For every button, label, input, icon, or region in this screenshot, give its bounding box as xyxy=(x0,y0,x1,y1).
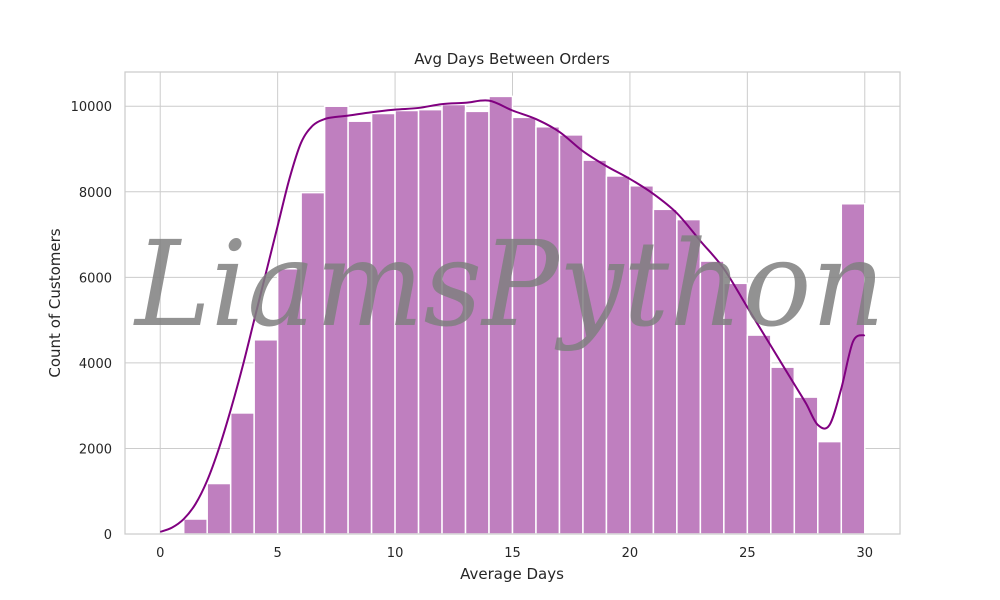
x-axis-label: Average Days xyxy=(460,565,564,583)
x-tick-label: 5 xyxy=(274,546,282,561)
y-tick-label: 4000 xyxy=(79,357,112,372)
histogram-bar xyxy=(182,518,208,535)
watermark-text: LiamsPython xyxy=(133,215,885,353)
kde-curve xyxy=(159,99,866,533)
y-tick-label: 2000 xyxy=(79,442,112,457)
y-tick-label: 0 xyxy=(104,528,112,543)
y-tick-label: 10000 xyxy=(71,100,112,115)
x-tick-label: 30 xyxy=(856,546,873,561)
x-tick-labels: 0 5 10 15 20 25 30 xyxy=(156,546,873,561)
kde-curve-group xyxy=(159,99,866,533)
x-tick-label: 25 xyxy=(739,546,756,561)
histogram-bar xyxy=(229,412,255,535)
histogram-bar xyxy=(206,482,232,535)
histogram-bar xyxy=(253,339,279,535)
histogram-bars xyxy=(182,95,866,535)
chart-title: Avg Days Between Orders xyxy=(414,50,610,68)
x-tick-label: 20 xyxy=(622,546,639,561)
histogram-bar xyxy=(817,440,843,535)
histogram-bar xyxy=(770,366,796,535)
y-tick-labels: 0 2000 4000 6000 8000 10000 xyxy=(71,100,112,543)
histogram-bar xyxy=(793,396,819,535)
x-tick-label: 0 xyxy=(156,546,164,561)
x-tick-label: 10 xyxy=(387,546,404,561)
x-tick-label: 15 xyxy=(504,546,521,561)
y-axis-label: Count of Customers xyxy=(46,228,64,377)
histogram-bar xyxy=(746,334,772,535)
y-tick-label: 6000 xyxy=(79,271,112,286)
y-tick-label: 8000 xyxy=(79,186,112,201)
plot-frame xyxy=(124,71,901,535)
